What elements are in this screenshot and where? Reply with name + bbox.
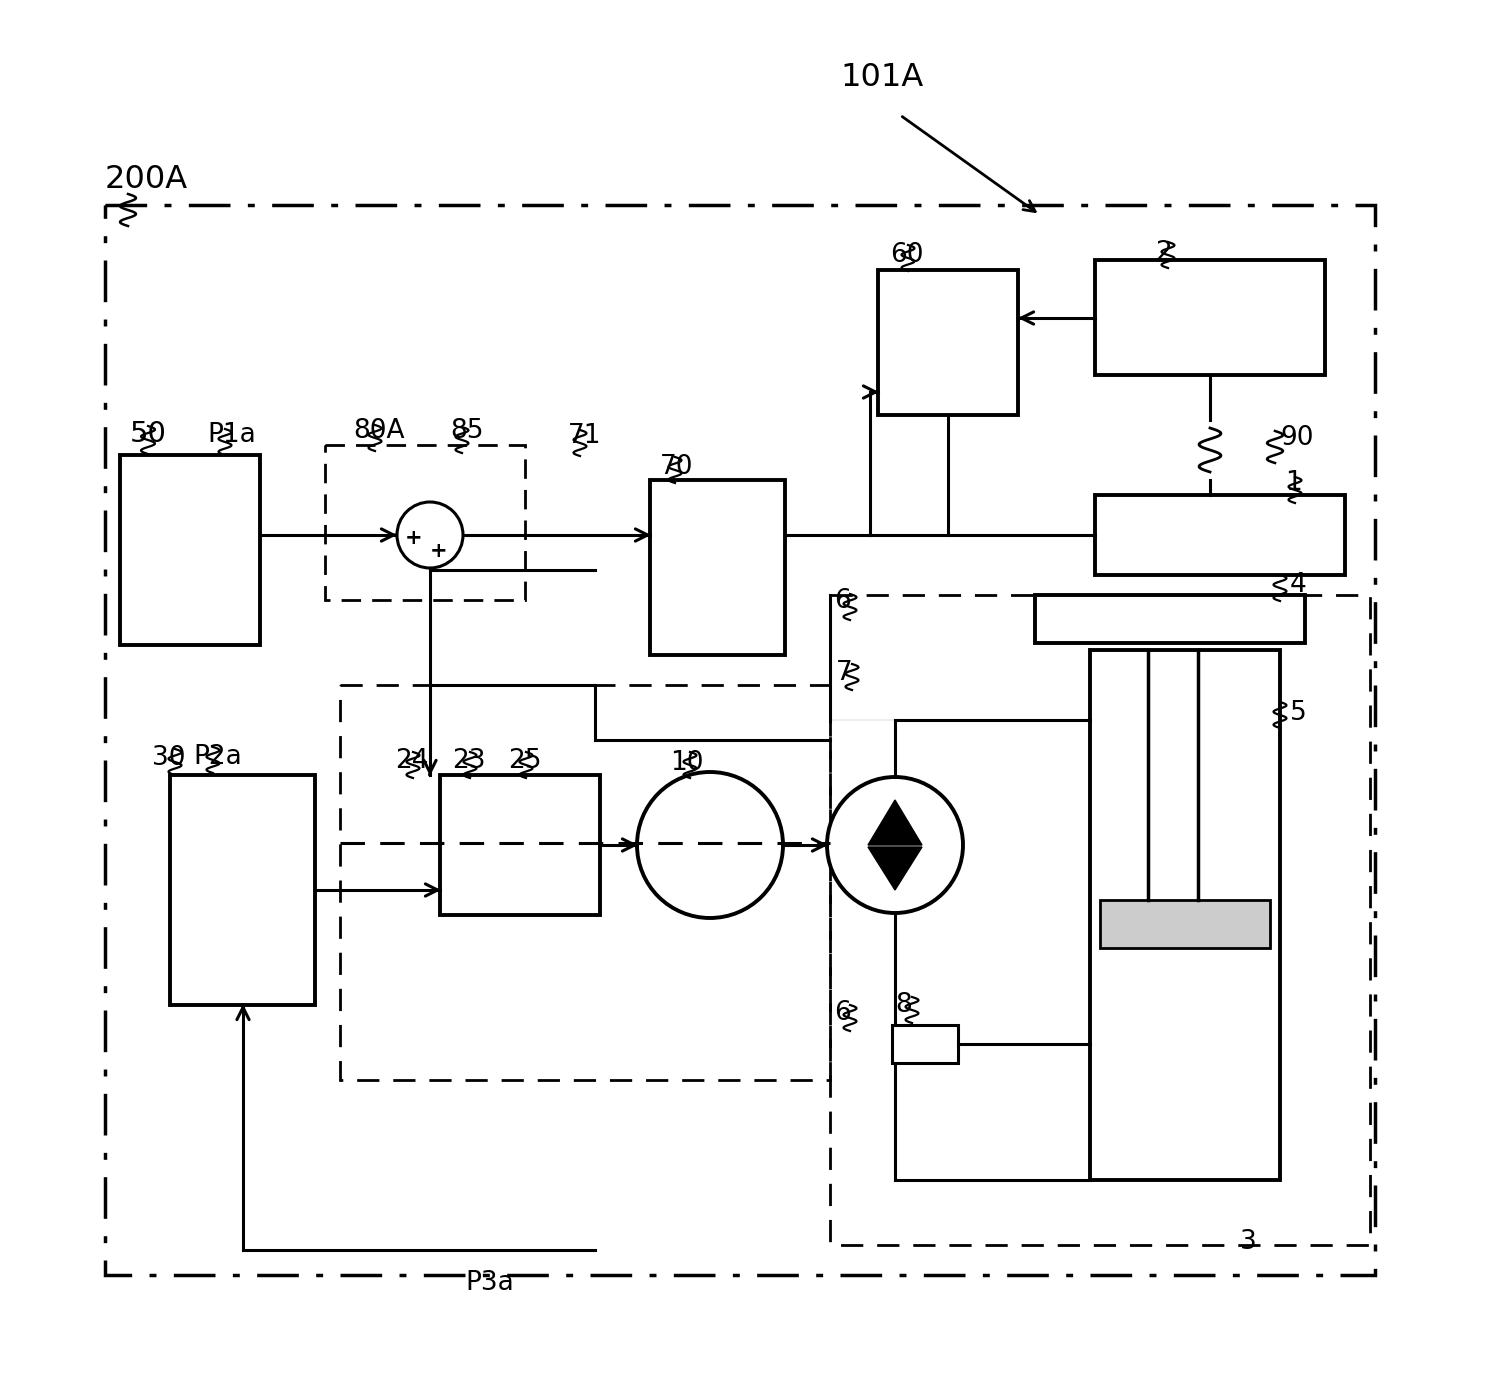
Text: 4: 4: [1290, 572, 1307, 598]
Text: +: +: [405, 528, 423, 549]
Bar: [120, 455, 260, 645]
Circle shape: [398, 502, 463, 568]
Text: 70: 70: [659, 455, 694, 480]
Text: 1: 1: [1286, 470, 1302, 496]
Polygon shape: [869, 847, 922, 890]
Bar: [650, 480, 785, 655]
Text: 3: 3: [1239, 1229, 1257, 1255]
Bar: [440, 775, 599, 915]
Text: 25: 25: [508, 748, 541, 774]
Text: P2a: P2a: [193, 744, 242, 770]
Text: 60: 60: [890, 242, 924, 268]
Text: 101A: 101A: [840, 62, 924, 93]
Text: 10: 10: [670, 750, 704, 777]
Text: 6: 6: [834, 587, 851, 614]
Text: 6: 6: [834, 1001, 851, 1025]
Circle shape: [827, 777, 963, 914]
Text: 30: 30: [152, 745, 185, 771]
Polygon shape: [869, 800, 922, 844]
Text: 85: 85: [450, 417, 483, 444]
Bar: [878, 269, 1018, 415]
Text: 8: 8: [896, 992, 912, 1019]
Text: +: +: [431, 540, 448, 561]
Text: 2: 2: [1156, 240, 1172, 265]
Text: 90: 90: [1280, 426, 1314, 451]
Bar: [1035, 596, 1305, 643]
Bar: [105, 205, 1375, 1276]
Text: 7: 7: [836, 661, 852, 685]
Text: 71: 71: [568, 423, 601, 449]
Bar: [830, 596, 1369, 1245]
Bar: [1100, 900, 1269, 948]
Bar: [324, 445, 525, 600]
Text: 24: 24: [395, 748, 429, 774]
Bar: [339, 685, 830, 1079]
Text: 80A: 80A: [353, 417, 405, 444]
Text: P3a: P3a: [465, 1270, 514, 1296]
Circle shape: [637, 773, 783, 918]
Text: 50: 50: [130, 420, 167, 448]
Text: 200A: 200A: [105, 164, 188, 195]
Text: 5: 5: [1290, 701, 1307, 726]
Bar: [170, 775, 315, 1005]
Bar: [1090, 650, 1280, 1180]
Bar: [893, 1025, 958, 1063]
Text: 23: 23: [451, 748, 486, 774]
Bar: [1094, 260, 1325, 375]
Bar: [1094, 495, 1346, 575]
Text: P1a: P1a: [206, 422, 256, 448]
